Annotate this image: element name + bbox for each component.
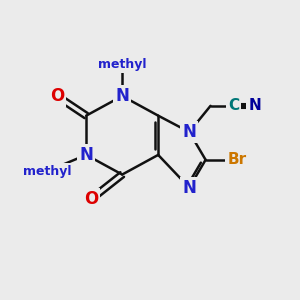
Text: N: N [248, 98, 261, 113]
Text: C: C [228, 98, 239, 113]
Text: N: N [79, 146, 93, 164]
Text: methyl: methyl [23, 165, 71, 178]
Text: O: O [50, 87, 64, 105]
Text: N: N [182, 178, 196, 196]
Text: N: N [115, 87, 129, 105]
Text: O: O [84, 190, 98, 208]
Text: methyl: methyl [98, 58, 146, 71]
Text: N: N [182, 123, 196, 141]
Text: Br: Br [227, 152, 246, 167]
